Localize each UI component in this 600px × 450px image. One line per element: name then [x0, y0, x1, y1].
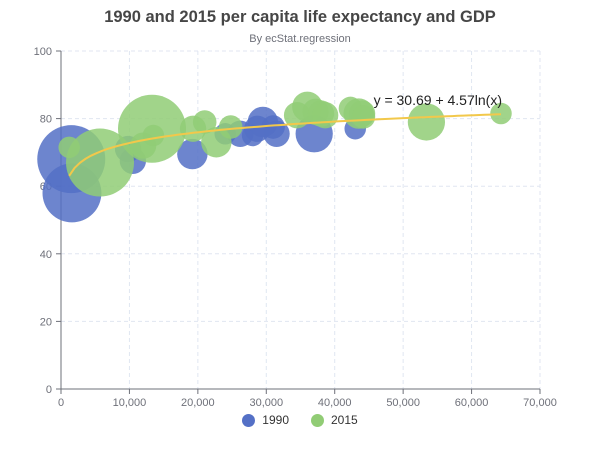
x-tick-label: 30,000	[249, 397, 283, 409]
chart-title: 1990 and 2015 per capita life expectancy…	[104, 8, 496, 26]
y-tick-label: 0	[46, 384, 52, 396]
legend-marker-2015	[311, 413, 324, 427]
x-tick-label: 60,000	[455, 397, 489, 409]
bubble-2015	[192, 110, 217, 134]
legend-marker-1990	[242, 413, 256, 427]
regression-equation: y = 30.69 + 4.57ln(x)	[374, 92, 502, 108]
x-tick-label: 20,000	[181, 397, 215, 409]
legend-label-1990: 1990	[262, 413, 289, 427]
bubble-2015	[351, 105, 376, 129]
bubble-2015	[218, 115, 243, 139]
y-tick-label: 80	[40, 114, 52, 126]
x-tick-label: 70,000	[523, 397, 557, 409]
bubble-2015	[407, 103, 446, 141]
y-tick-label: 100	[34, 46, 52, 58]
legend: 1990 2015	[0, 413, 600, 427]
bubble-2015	[142, 124, 165, 147]
regression-curve	[68, 113, 502, 177]
legend-item-2015[interactable]: 2015	[311, 413, 358, 427]
x-tick-label: 10,000	[113, 397, 147, 409]
x-tick-label: 0	[58, 397, 64, 409]
x-tick-label: 40,000	[318, 397, 352, 409]
y-tick-label: 20	[40, 316, 52, 328]
bubble-2015	[311, 102, 339, 129]
bubble-1990	[263, 120, 290, 147]
bubble-2015	[490, 102, 512, 125]
bubble-2015	[66, 128, 135, 197]
chart-subtitle: By ecStat.regression	[249, 33, 351, 45]
legend-label-2015: 2015	[331, 413, 358, 427]
legend-item-1990[interactable]: 1990	[242, 413, 289, 427]
bubble-2015	[58, 136, 80, 159]
x-tick-label: 50,000	[386, 397, 420, 409]
bubble-1990	[177, 138, 208, 170]
y-tick-label: 40	[40, 249, 52, 261]
